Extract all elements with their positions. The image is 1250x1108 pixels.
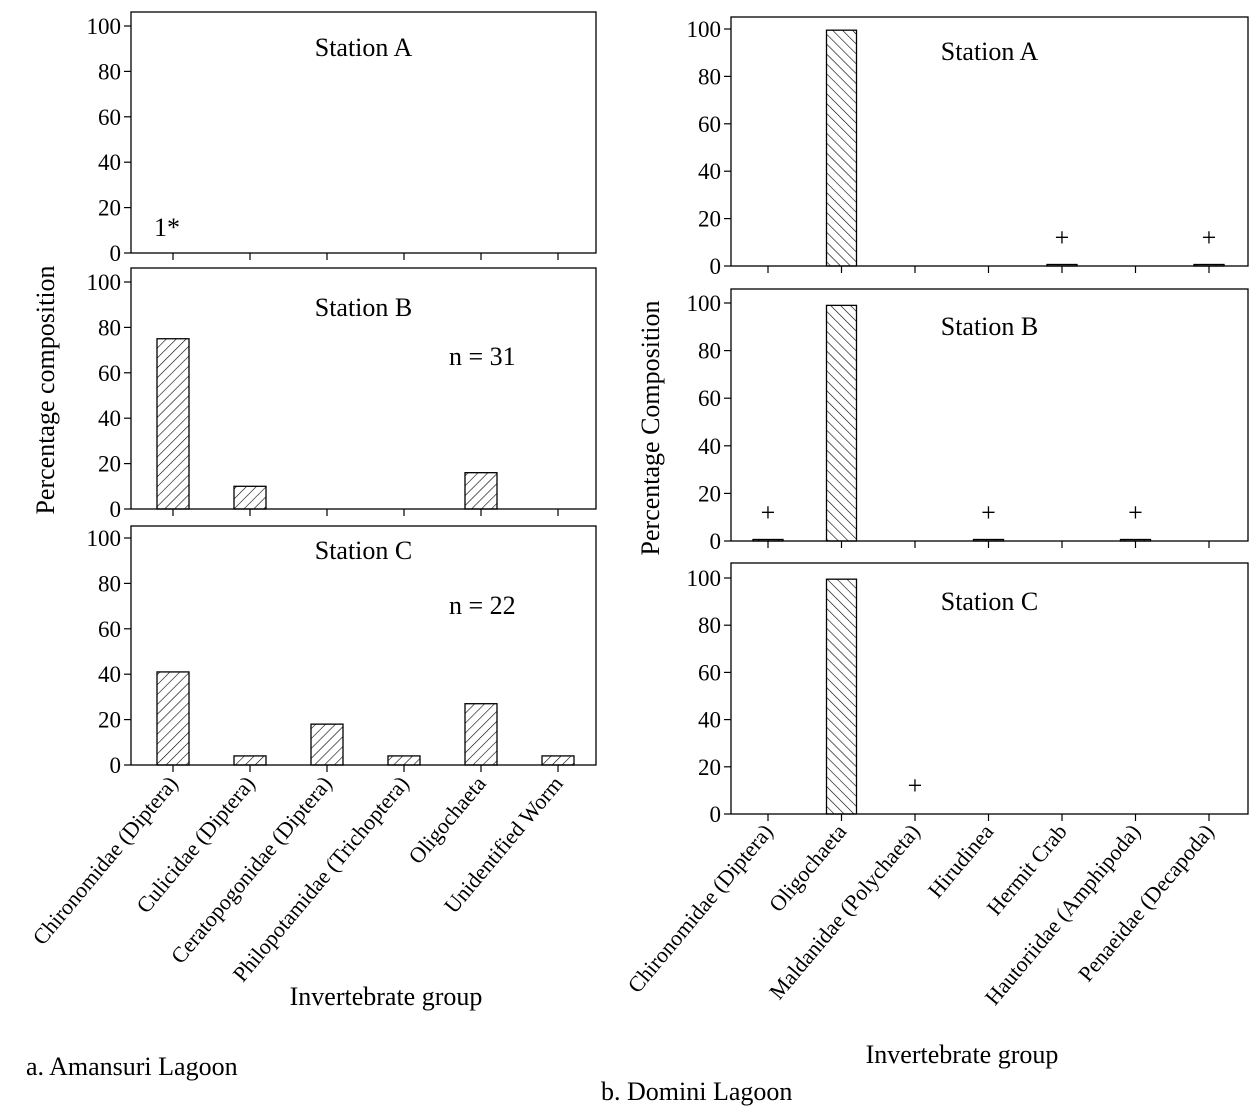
y-tick-label: 40 [698,159,721,184]
category-label-chironomidae-diptera: Chironomidae (Diptera) [27,771,182,949]
y-tick-label: 100 [87,14,122,39]
y-axis-title: Percentage composition [31,265,60,514]
category-label-penaeidae-decapoda: Penaeidae (Decapoda) [1073,819,1219,986]
y-tick-label: 0 [710,529,722,554]
y-axis-title: Percentage Composition [636,301,665,556]
y-tick-label: 80 [98,315,121,340]
category-label-hirudinea: Hirudinea [923,819,999,903]
trace-marker-chironomidae-diptera: + [761,498,776,527]
bar-culicidae-diptera [233,485,267,510]
y-tick-label: 100 [687,566,722,591]
y-tick-label: 0 [110,497,122,522]
y-tick-label: 100 [87,270,122,295]
bar-hautoriidae-amphipoda [1119,538,1152,542]
plot-frame [730,16,1249,267]
panel-title: Station B [941,312,1039,341]
y-tick-label: 20 [698,755,721,780]
trace-marker-hautoriidae-amphipoda: + [1128,498,1143,527]
y-tick-label: 60 [698,386,721,411]
panel-station-c: 0 20 40 60 80 100 + Station C [687,562,1249,827]
panel-station-c: 0 20 40 60 80 100 Station C n = 22 [87,525,597,778]
y-tick-label: 100 [87,526,122,551]
y-tick-label: 20 [98,708,121,733]
y-tick-label: 60 [698,660,721,685]
y-tick-label: 0 [710,802,722,827]
y-tick-label: 100 [687,291,722,316]
plot-frame [130,267,597,510]
bar-hirudinea [972,538,1005,542]
bar-oligochaeta [825,304,858,542]
y-tick-label: 80 [698,613,721,638]
y-tick-label: 60 [98,617,121,642]
plot-frame [130,11,597,254]
y-tick-label: 0 [110,241,122,266]
x-axis-title: Invertebrate group [866,1040,1059,1069]
y-tick-label: 40 [98,406,121,431]
trace-marker-hermit-crab: + [1055,223,1070,252]
plot-frame [130,525,597,766]
y-tick-label: 60 [98,361,121,386]
bar-culicidae-diptera [233,755,267,766]
category-label-maldanidae-polychaeta: Maldanidae (Polychaeta) [764,819,925,1004]
bar-oligochaeta [825,578,858,815]
bar-oligochaeta [825,29,858,267]
panel-title: Station A [315,33,413,62]
bar-oligochaeta [464,703,498,766]
y-tick-label: 80 [698,339,721,364]
amansuri-lagoon-chart: 0 20 40 60 80 100 Station A 1* 0 20 40 60 80 100 Stati… [27,11,597,1011]
x-axis-title: Invertebrate group [290,982,483,1011]
y-tick-label: 80 [98,59,121,84]
bar-ceratopogonidae-diptera [310,723,344,766]
panel-station-a: 0 20 40 60 80 100 Station A 1* [87,11,597,266]
category-label-oligochaeta: Oligochaeta [403,771,491,869]
panel-title: Station A [941,37,1039,66]
panel-station-b: 0 20 40 60 80 100 Station B n = 31 [87,267,597,522]
y-tick-label: 40 [98,662,121,687]
category-label-chironomidae-diptera: Chironomidae (Diptera) [622,819,777,997]
left-figure-caption: a. Amansuri Lagoon [26,1052,238,1081]
trace-marker-penaeidae-decapoda: + [1202,223,1217,252]
bar-hermit-crab [1046,263,1078,267]
bar-chironomidae-diptera [156,338,190,510]
panel-note: 1* [154,213,180,242]
panel-title: Station C [941,587,1039,616]
y-tick-label: 100 [687,17,722,42]
bar-penaeidae-decapoda [1193,263,1225,267]
y-tick-label: 60 [698,112,721,137]
panel-note: n = 31 [449,342,516,371]
y-tick-label: 0 [710,254,722,279]
panel-station-b: 0 20 40 60 80 100 + + + Station B [687,288,1249,554]
panel-title: Station C [315,536,413,565]
y-tick-label: 40 [98,150,121,175]
y-tick-label: 40 [698,708,721,733]
bar-unidentified-worm [541,755,575,766]
y-tick-label: 80 [698,64,721,89]
y-tick-label: 0 [110,753,122,778]
bar-philopotamidae-trichoptera [387,755,421,766]
bar-chironomidae-diptera [156,671,190,766]
y-tick-label: 80 [98,571,121,596]
y-tick-label: 60 [98,105,121,130]
domini-lagoon-chart: 0 20 40 60 80 100 + + Station A 0 20 40 60 80 100 + + + St… [622,16,1249,1069]
right-figure-caption: b. Domini Lagoon [601,1077,792,1106]
bar-oligochaeta [464,472,498,510]
panel-title: Station B [315,293,413,322]
panel-station-a: 0 20 40 60 80 100 + + Station A [687,16,1249,279]
panel-note: n = 22 [449,591,516,620]
y-tick-label: 20 [98,196,121,221]
y-tick-label: 20 [698,481,721,506]
trace-marker-maldanidae-polychaeta: + [908,771,923,800]
y-tick-label: 20 [698,207,721,232]
y-tick-label: 20 [98,452,121,477]
y-tick-label: 40 [698,434,721,459]
trace-marker-hirudinea: + [981,498,996,527]
plot-frame [730,562,1249,815]
bar-chironomidae-diptera [752,538,784,542]
